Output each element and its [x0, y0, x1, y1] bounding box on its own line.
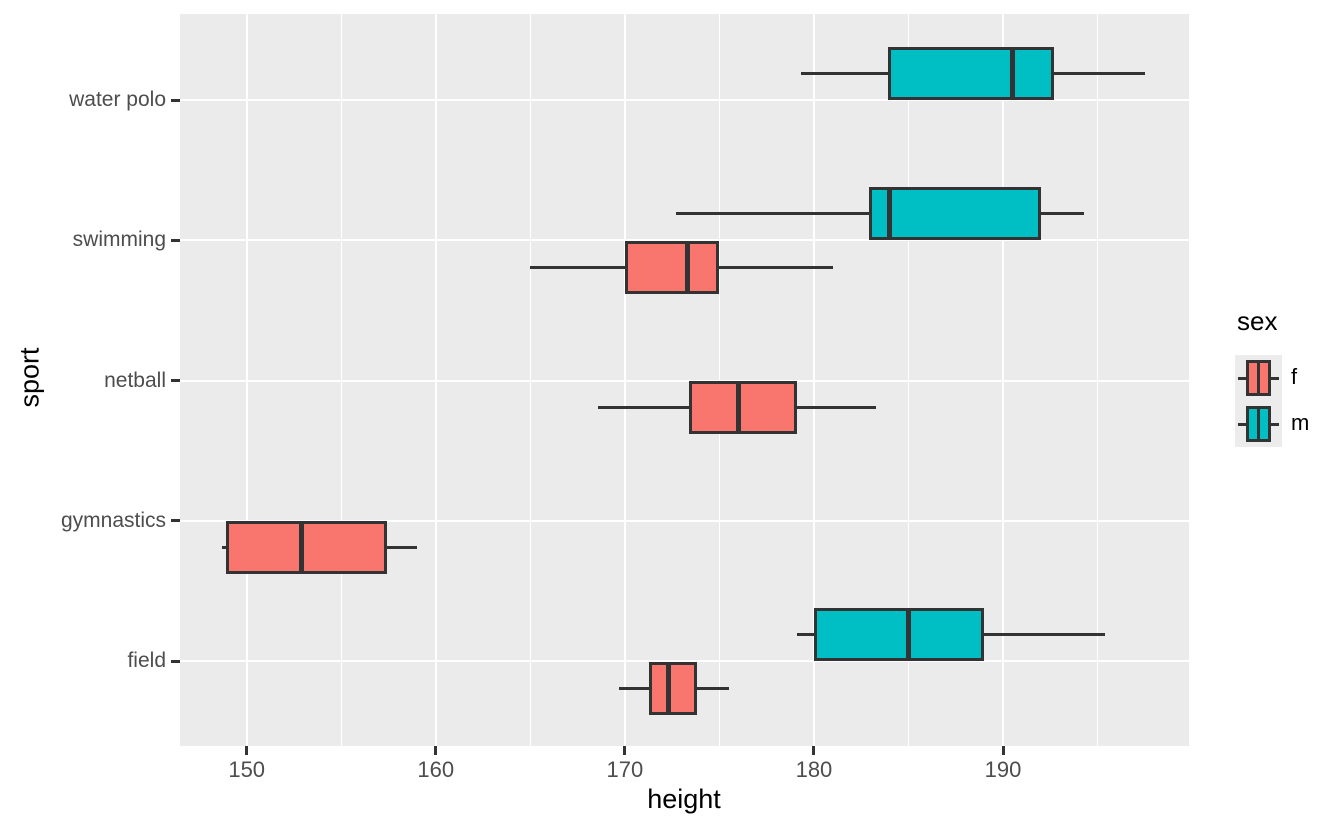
boxplot-swimming-f-box	[624, 240, 720, 294]
boxplot-water-polo-m-whisker-low	[800, 71, 888, 75]
legend-glyph-median-f	[1257, 360, 1260, 396]
boxplot-field-f-box	[649, 661, 697, 715]
x-tick-label-190: 190	[984, 757, 1022, 782]
boxplot-field-f-median	[665, 661, 671, 715]
boxplot-netball-f-box	[689, 381, 797, 434]
boxplot-swimming-f-whisker-high	[719, 265, 833, 269]
boxplot-netball-f-whisker-high	[796, 406, 877, 409]
boxplot-netball-f-median	[735, 381, 741, 434]
boxplot-swimming-m-median	[887, 186, 893, 240]
x-tick-label-150: 150	[228, 757, 266, 782]
boxplot-water-polo-m-box	[887, 46, 1055, 100]
y-tick-label-field: field	[127, 649, 166, 672]
boxplot-netball-f-whisker-low	[598, 406, 690, 409]
gridline-y-water-polo	[180, 99, 1189, 101]
boxplot-water-polo-m-whisker-high	[1054, 71, 1145, 75]
legend-key-f	[1235, 355, 1282, 401]
boxplot-field-f-whisker-low	[619, 686, 650, 690]
boxplot-swimming-m-box	[868, 186, 1041, 240]
boxplot-gymnastics-f-whisker-high	[386, 546, 417, 550]
boxplot-gymnastics-f-median	[299, 521, 305, 575]
boxplot-gymnastics-f-box	[225, 521, 387, 575]
boxplot-field-m-whisker-high	[984, 632, 1106, 636]
gridline-y-netball	[180, 379, 1189, 382]
boxplot-field-m-box	[813, 607, 985, 661]
x-tick-mark-160	[434, 746, 438, 755]
legend-glyph-median-m	[1257, 406, 1260, 442]
x-tick-label-180: 180	[795, 757, 833, 782]
boxplot-field-f-whisker-high	[696, 686, 729, 690]
gridline-y-gymnastics	[180, 519, 1189, 522]
legend-label-m: m	[1291, 410, 1310, 435]
boxplot-swimming-m-whisker-low	[675, 211, 869, 215]
x-tick-label-160: 160	[417, 757, 455, 782]
x-tick-label-170: 170	[606, 757, 644, 782]
x-tick-mark-180	[812, 746, 816, 755]
boxplot-swimming-m-whisker-high	[1040, 211, 1085, 215]
y-tick-mark-field	[171, 659, 180, 663]
x-tick-mark-150	[245, 746, 249, 755]
boxplot-swimming-f-median	[684, 240, 690, 294]
y-tick-mark-water-polo	[171, 98, 180, 102]
gridline-y-swimming	[180, 239, 1189, 242]
boxplot-gymnastics-f-whisker-low	[222, 546, 226, 550]
legend-label-f: f	[1291, 364, 1298, 389]
boxplot-swimming-f-whisker-low	[530, 265, 625, 269]
x-tick-mark-190	[1001, 746, 1005, 755]
y-tick-label-water-polo: water polo	[69, 88, 166, 111]
boxplot-field-m-median	[905, 607, 911, 661]
y-tick-label-swimming: swimming	[72, 228, 166, 252]
boxplot-field-m-whisker-low	[796, 632, 814, 636]
y-tick-mark-netball	[171, 379, 180, 382]
y-tick-mark-gymnastics	[171, 519, 180, 523]
legend-title: sex	[1237, 306, 1278, 336]
legend-key-m	[1235, 401, 1282, 447]
gridline-y-field	[180, 660, 1189, 662]
x-axis-title: height	[647, 784, 721, 814]
boxplot-water-polo-m-median	[1009, 46, 1015, 100]
y-tick-label-gymnastics: gymnastics	[60, 508, 166, 532]
plot-panel	[180, 14, 1189, 746]
x-tick-mark-170	[623, 746, 627, 755]
y-tick-label-netball: netball	[104, 368, 166, 392]
y-tick-mark-swimming	[171, 238, 180, 242]
